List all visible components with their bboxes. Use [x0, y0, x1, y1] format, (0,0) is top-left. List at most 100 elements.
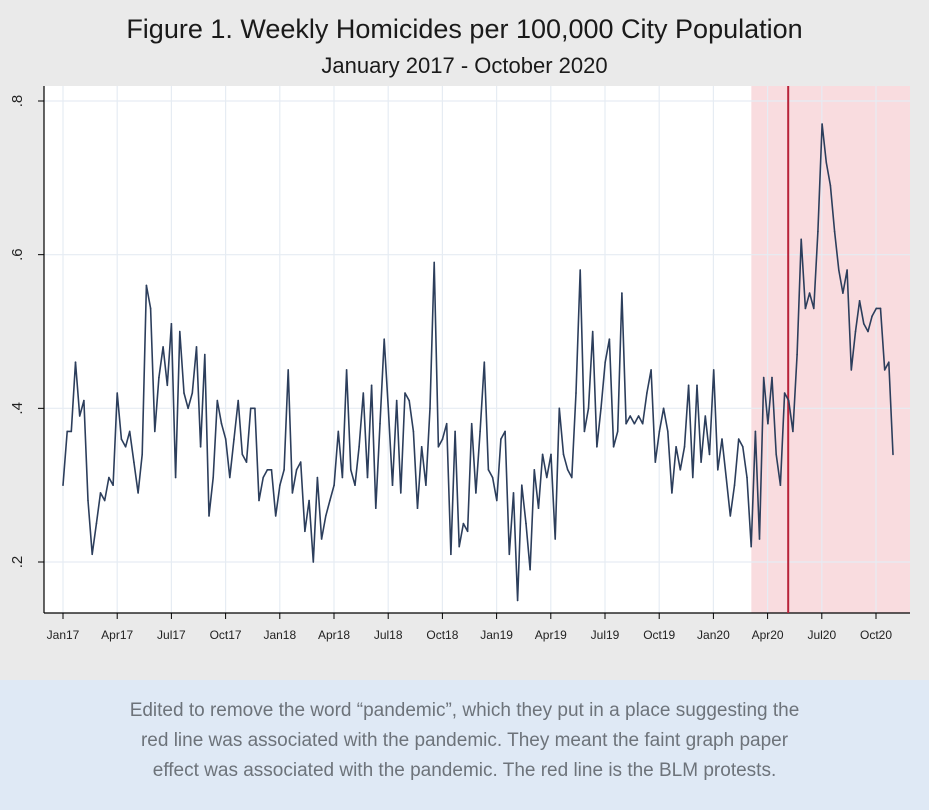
data-point — [687, 384, 690, 387]
data-point — [154, 430, 156, 433]
data-point — [850, 369, 853, 371]
data-point — [737, 438, 740, 440]
data-point — [729, 515, 732, 517]
data-point — [391, 484, 394, 487]
data-point — [625, 422, 627, 425]
caption-line: effect was associated with the pandemic.… — [152, 760, 777, 781]
data-point — [833, 230, 836, 233]
data-point — [725, 476, 727, 479]
data-point — [62, 484, 64, 487]
data-point — [325, 515, 327, 517]
data-point — [354, 484, 356, 487]
chart-title: Figure 1. Weekly Homicides per 100,000 C… — [126, 14, 803, 44]
x-tick-label: Oct17 — [210, 628, 242, 642]
data-point — [241, 453, 244, 456]
x-tick-label: Jul20 — [807, 628, 836, 642]
data-point — [546, 476, 548, 479]
data-point — [445, 422, 448, 425]
data-point — [537, 507, 540, 510]
data-point — [708, 453, 711, 456]
data-point — [416, 507, 419, 510]
data-point — [287, 369, 290, 371]
data-point — [821, 123, 823, 125]
data-point — [696, 384, 698, 387]
data-point — [846, 269, 848, 271]
data-point — [571, 476, 573, 479]
data-point — [295, 469, 298, 471]
data-point — [304, 530, 306, 533]
data-point — [616, 430, 619, 433]
data-point — [179, 330, 181, 333]
data-point — [646, 392, 648, 394]
data-point — [120, 438, 123, 440]
chart-figure: Figure 1. Weekly Homicides per 100,000 C… — [0, 0, 929, 680]
data-point — [525, 522, 527, 525]
data-point — [767, 422, 769, 425]
data-point — [721, 438, 723, 440]
data-point — [379, 422, 381, 425]
data-point — [683, 446, 686, 448]
data-point — [95, 522, 98, 525]
data-point — [704, 415, 707, 417]
data-point — [575, 392, 577, 394]
data-point — [291, 492, 294, 494]
data-point — [792, 430, 794, 433]
data-point — [583, 430, 586, 433]
data-point — [783, 392, 786, 394]
data-point — [496, 499, 498, 502]
data-point — [650, 369, 652, 371]
data-point — [462, 522, 465, 525]
data-point — [883, 369, 886, 371]
shaded-period — [751, 86, 910, 613]
data-point — [662, 407, 665, 410]
y-tick-label: .2 — [9, 556, 26, 569]
data-point — [838, 269, 840, 271]
data-point — [466, 530, 469, 533]
data-point — [383, 338, 386, 341]
x-tick-label: Apr17 — [101, 628, 133, 642]
data-point — [475, 492, 477, 494]
data-point — [654, 461, 657, 463]
data-point — [87, 499, 89, 502]
data-point — [299, 461, 302, 463]
data-point — [112, 484, 114, 487]
data-point — [487, 469, 490, 471]
x-tick-label: Oct18 — [426, 628, 458, 642]
data-point — [608, 338, 611, 341]
data-point — [804, 307, 807, 310]
data-point — [249, 407, 252, 410]
data-point — [558, 407, 561, 410]
data-point — [124, 446, 127, 448]
data-point — [429, 407, 431, 410]
data-point — [400, 492, 402, 494]
x-tick-label: Jul19 — [591, 628, 620, 642]
data-point — [675, 446, 677, 448]
data-point — [108, 476, 110, 479]
data-point — [750, 545, 752, 548]
data-point — [162, 346, 164, 348]
data-point — [771, 376, 773, 379]
data-point — [224, 438, 227, 440]
data-point — [337, 430, 340, 433]
data-point — [692, 476, 694, 479]
data-point — [516, 599, 519, 602]
data-point — [562, 453, 565, 456]
data-point — [579, 269, 581, 271]
data-point — [541, 453, 544, 456]
data-point — [733, 484, 736, 487]
data-point — [566, 469, 569, 471]
data-point — [329, 499, 331, 502]
data-point — [312, 561, 315, 563]
data-point — [491, 476, 494, 479]
caption-line: red line was associated with the pandemi… — [140, 730, 789, 751]
data-point — [892, 453, 894, 456]
data-point — [116, 392, 118, 394]
data-point — [658, 430, 661, 433]
data-point — [762, 376, 765, 379]
data-point — [212, 476, 214, 479]
data-point — [83, 399, 85, 402]
data-point — [404, 392, 406, 394]
data-point — [746, 476, 748, 479]
data-point — [274, 515, 277, 517]
data-point — [308, 499, 310, 502]
